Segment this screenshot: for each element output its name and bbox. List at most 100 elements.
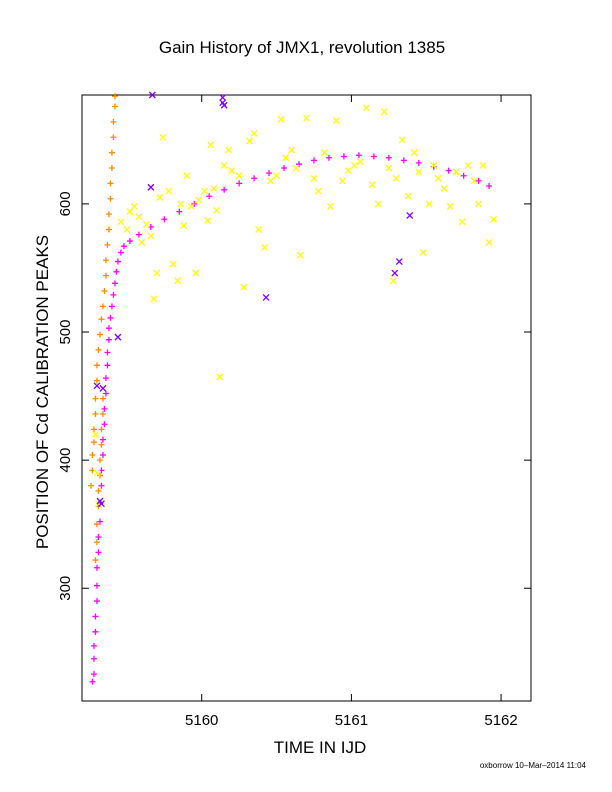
data-point	[219, 94, 227, 102]
data-point	[93, 564, 100, 571]
data-point	[150, 295, 158, 303]
data-point	[101, 421, 108, 428]
data-point	[99, 452, 106, 459]
data-point	[207, 141, 215, 149]
data-point	[111, 280, 118, 287]
data-point	[344, 167, 352, 175]
data-point	[315, 187, 322, 195]
data-point	[385, 154, 392, 161]
data-point	[89, 678, 96, 685]
data-point	[485, 238, 493, 246]
data-point	[201, 187, 209, 195]
data-point	[113, 268, 120, 275]
data-point	[96, 331, 103, 338]
data-point	[464, 162, 472, 169]
data-point	[228, 167, 236, 175]
series-magenta-group	[89, 152, 493, 685]
data-point	[277, 115, 285, 123]
data-point	[174, 277, 182, 285]
data-point	[332, 117, 340, 125]
data-point	[296, 161, 303, 168]
data-point	[104, 362, 111, 369]
data-point	[321, 149, 328, 157]
series-purple-group	[93, 91, 414, 508]
data-point	[102, 375, 109, 382]
data-point	[107, 195, 114, 202]
data-point	[95, 487, 102, 494]
data-layer	[87, 91, 498, 685]
data-point	[111, 103, 118, 110]
data-point	[288, 146, 295, 154]
data-point	[126, 238, 133, 245]
data-point	[93, 377, 100, 384]
x-tick-label: 5162	[484, 712, 517, 729]
data-point	[93, 521, 100, 528]
data-point	[262, 293, 270, 301]
data-point	[356, 158, 364, 166]
data-point	[281, 165, 288, 172]
data-point	[110, 118, 117, 125]
data-point	[180, 222, 188, 230]
data-point	[452, 168, 460, 176]
data-point	[165, 187, 173, 195]
data-point	[110, 134, 117, 141]
data-point	[406, 211, 414, 219]
data-point	[87, 482, 94, 489]
plot-frame	[81, 94, 532, 702]
data-point	[93, 539, 100, 546]
data-point	[392, 174, 400, 182]
data-point	[187, 203, 195, 210]
data-point	[370, 153, 377, 160]
data-point	[380, 108, 388, 116]
data-point	[368, 181, 376, 189]
data-point	[98, 482, 105, 489]
data-point	[273, 172, 281, 180]
data-point	[95, 549, 102, 556]
data-point	[108, 165, 115, 172]
data-point	[110, 291, 117, 298]
data-point	[195, 196, 203, 204]
data-point	[261, 244, 269, 251]
data-point	[398, 136, 406, 144]
data-point	[135, 213, 143, 221]
data-point	[99, 395, 106, 402]
data-point	[486, 182, 493, 189]
series-yellow-group	[92, 104, 498, 508]
data-point	[130, 203, 138, 210]
data-point	[104, 241, 111, 248]
data-point	[385, 164, 393, 172]
data-point	[221, 186, 228, 193]
data-point	[236, 180, 243, 187]
data-point	[114, 333, 122, 341]
y-tick-label: 500	[57, 320, 74, 345]
data-point	[123, 226, 131, 233]
data-point	[90, 426, 97, 433]
data-point	[216, 373, 224, 381]
data-point	[147, 232, 155, 240]
data-point	[98, 316, 105, 323]
data-point	[415, 168, 423, 176]
data-point	[105, 336, 112, 343]
data-point	[425, 200, 433, 208]
data-point	[148, 91, 156, 99]
data-point	[419, 249, 427, 257]
data-point	[105, 325, 112, 332]
data-point	[251, 175, 258, 182]
data-point	[147, 183, 155, 191]
data-point	[93, 582, 100, 589]
data-point	[303, 114, 310, 122]
data-point	[107, 314, 114, 321]
data-point	[117, 249, 124, 256]
data-point	[95, 346, 102, 353]
data-point	[92, 613, 99, 620]
data-point	[267, 177, 275, 185]
data-point	[470, 177, 478, 185]
data-point	[220, 162, 228, 169]
data-point	[92, 557, 99, 564]
data-point	[220, 101, 228, 109]
axis-layer: 5160 5161 5162 300 400 500 600	[57, 95, 531, 729]
data-point	[98, 426, 105, 433]
data-point	[479, 162, 487, 169]
data-point	[93, 362, 100, 369]
